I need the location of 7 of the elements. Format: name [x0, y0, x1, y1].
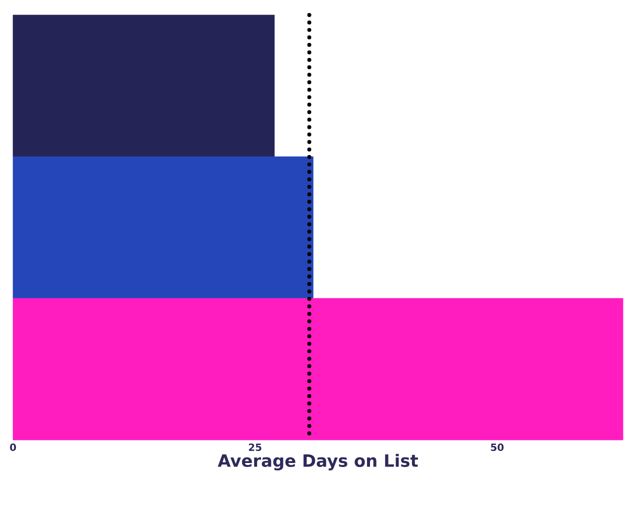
x-axis-title: Average Days on List: [218, 454, 418, 470]
bar: [12, 14, 275, 157]
x-tick-label: 25: [248, 444, 262, 452]
x-tick-label: 0: [10, 444, 16, 452]
bar: [12, 156, 314, 299]
bar: [12, 298, 624, 440]
x-tick-label: 50: [490, 444, 504, 452]
